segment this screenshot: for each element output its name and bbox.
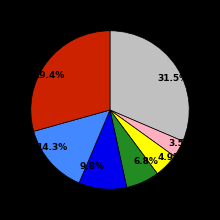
Text: 6.8%: 6.8% [134,158,158,166]
Wedge shape [31,31,110,131]
Text: 3.5%: 3.5% [169,139,193,148]
Text: 14.3%: 14.3% [36,143,67,152]
Text: 29.4%: 29.4% [33,71,65,80]
Wedge shape [110,110,157,187]
Wedge shape [110,110,183,156]
Wedge shape [79,110,127,189]
Wedge shape [34,110,110,183]
Text: 31.5%: 31.5% [158,74,189,83]
Wedge shape [110,31,189,141]
Wedge shape [110,110,174,174]
Text: 9.8%: 9.8% [80,162,105,171]
Text: 4.9%: 4.9% [158,153,183,162]
